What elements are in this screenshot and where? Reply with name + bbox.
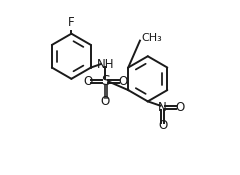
Text: F: F bbox=[68, 16, 75, 29]
Text: O: O bbox=[101, 95, 110, 108]
Text: O: O bbox=[83, 75, 92, 88]
Text: NH: NH bbox=[96, 58, 114, 71]
Text: CH₃: CH₃ bbox=[142, 33, 162, 43]
Text: O: O bbox=[158, 119, 167, 132]
Text: S: S bbox=[101, 74, 110, 88]
Text: O: O bbox=[175, 101, 185, 114]
Text: O: O bbox=[118, 75, 127, 88]
Text: N: N bbox=[158, 101, 167, 114]
